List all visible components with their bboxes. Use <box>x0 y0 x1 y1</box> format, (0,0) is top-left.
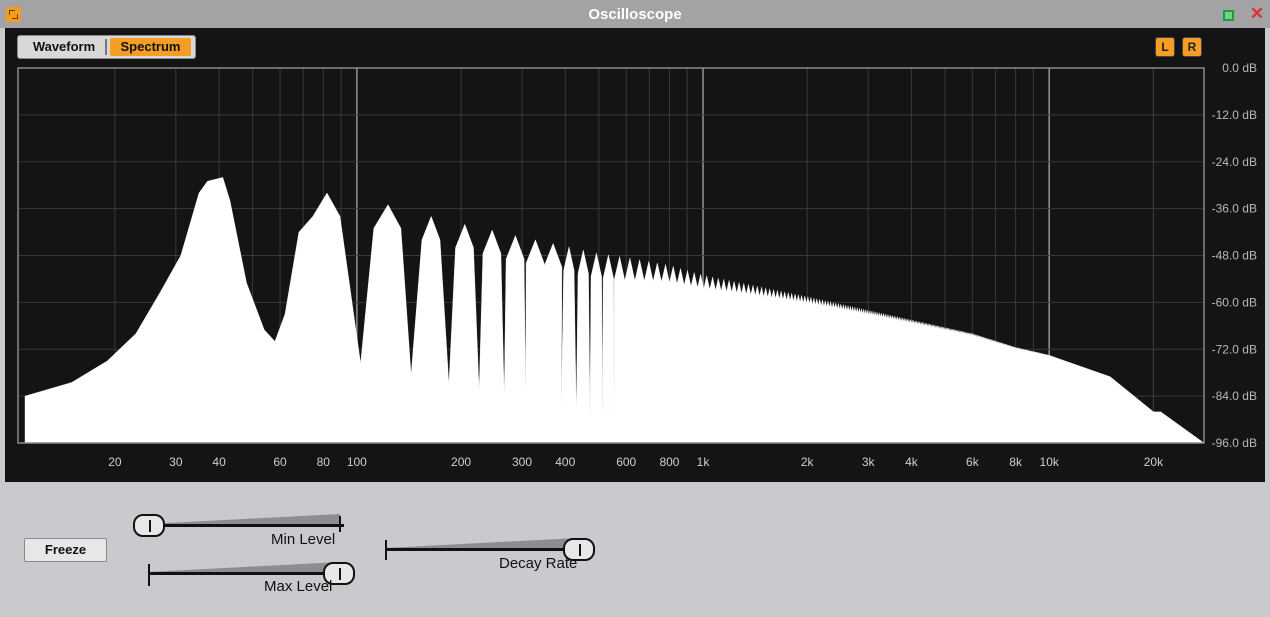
x-tick-label: 600 <box>616 455 636 469</box>
y-tick-label: -96.0 dB <box>1212 436 1257 450</box>
min-level-end-tick <box>339 516 341 532</box>
plot-border <box>17 67 1205 444</box>
x-tick-label: 10k <box>1040 455 1060 469</box>
x-tick-label: 20k <box>1144 455 1164 469</box>
y-tick-label: -72.0 dB <box>1212 342 1257 356</box>
decay-rate-track <box>385 548 581 551</box>
spectrum-area <box>24 177 1205 444</box>
x-tick-label: 8k <box>1009 455 1023 469</box>
left-channel-toggle[interactable]: L <box>1155 37 1175 57</box>
x-tick-label: 80 <box>317 455 331 469</box>
y-tick-label: -24.0 dB <box>1212 155 1257 169</box>
x-tick-label: 300 <box>512 455 532 469</box>
x-tick-label: 4k <box>905 455 919 469</box>
waveform-mode-button[interactable]: Waveform <box>32 39 96 54</box>
decay-rate-knob[interactable] <box>563 538 595 561</box>
y-tick-label: -60.0 dB <box>1212 295 1257 309</box>
x-tick-label: 60 <box>273 455 287 469</box>
y-tick-label: -84.0 dB <box>1212 389 1257 403</box>
right-channel-toggle[interactable]: R <box>1182 37 1202 57</box>
min-level-slider[interactable] <box>133 514 344 537</box>
oscilloscope-app-icon[interactable] <box>6 7 21 22</box>
x-tick-label: 40 <box>212 455 226 469</box>
decay-rate-label: Decay Rate <box>499 555 578 572</box>
min-level-ramp <box>148 514 340 524</box>
x-tick-label: 2k <box>801 455 815 469</box>
view-mode-switch[interactable]: Waveform Spectrum <box>17 35 196 59</box>
x-tick-label: 800 <box>659 455 679 469</box>
min-level-track <box>148 524 344 527</box>
decay-rate-ramp <box>385 538 577 548</box>
y-tick-label: -36.0 dB <box>1212 202 1257 216</box>
spectrum-mode-button[interactable]: Spectrum <box>110 38 191 56</box>
y-tick-labels: 0.0 dB -12.0 dB -24.0 dB -36.0 dB -48.0 dB -6… <box>1212 61 1257 450</box>
min-level-label: Min Level <box>271 531 336 548</box>
x-tick-label: 30 <box>169 455 183 469</box>
y-tick-label: -12.0 dB <box>1212 108 1257 122</box>
min-level-knob[interactable] <box>133 514 165 537</box>
x-tick-label: 6k <box>966 455 980 469</box>
x-tick-label: 100 <box>347 455 367 469</box>
decay-rate-slider[interactable] <box>385 538 595 561</box>
decay-rate-start-tick <box>385 540 387 560</box>
x-tick-label: 400 <box>555 455 575 469</box>
y-tick-label: -48.0 dB <box>1212 249 1257 263</box>
title-bar: Oscilloscope ✕ <box>0 0 1270 28</box>
x-tick-label: 200 <box>451 455 471 469</box>
max-level-ramp <box>148 562 340 572</box>
controls-panel <box>0 482 1270 617</box>
y-tick-label: 0.0 dB <box>1222 61 1257 75</box>
window-title: Oscilloscope <box>588 6 682 23</box>
max-level-knob[interactable] <box>323 562 355 585</box>
x-tick-label: 20 <box>108 455 122 469</box>
x-tick-labels: 20 30 40 60 80 100 200 300 400 600 800 1k 2k 3k 4k 6k 8k… <box>108 455 1164 469</box>
x-tick-label: 3k <box>862 455 876 469</box>
spectrum-series <box>24 177 1205 444</box>
close-icon[interactable]: ✕ <box>1249 4 1265 23</box>
max-level-track <box>148 572 344 575</box>
max-level-start-tick <box>148 564 150 586</box>
maximize-icon[interactable] <box>1223 10 1234 21</box>
mode-separator <box>105 39 107 55</box>
max-level-label: Max Level <box>264 578 333 595</box>
freeze-button[interactable]: Freeze <box>24 538 107 562</box>
max-level-slider[interactable] <box>148 562 355 586</box>
x-tick-label: 1k <box>697 455 711 469</box>
